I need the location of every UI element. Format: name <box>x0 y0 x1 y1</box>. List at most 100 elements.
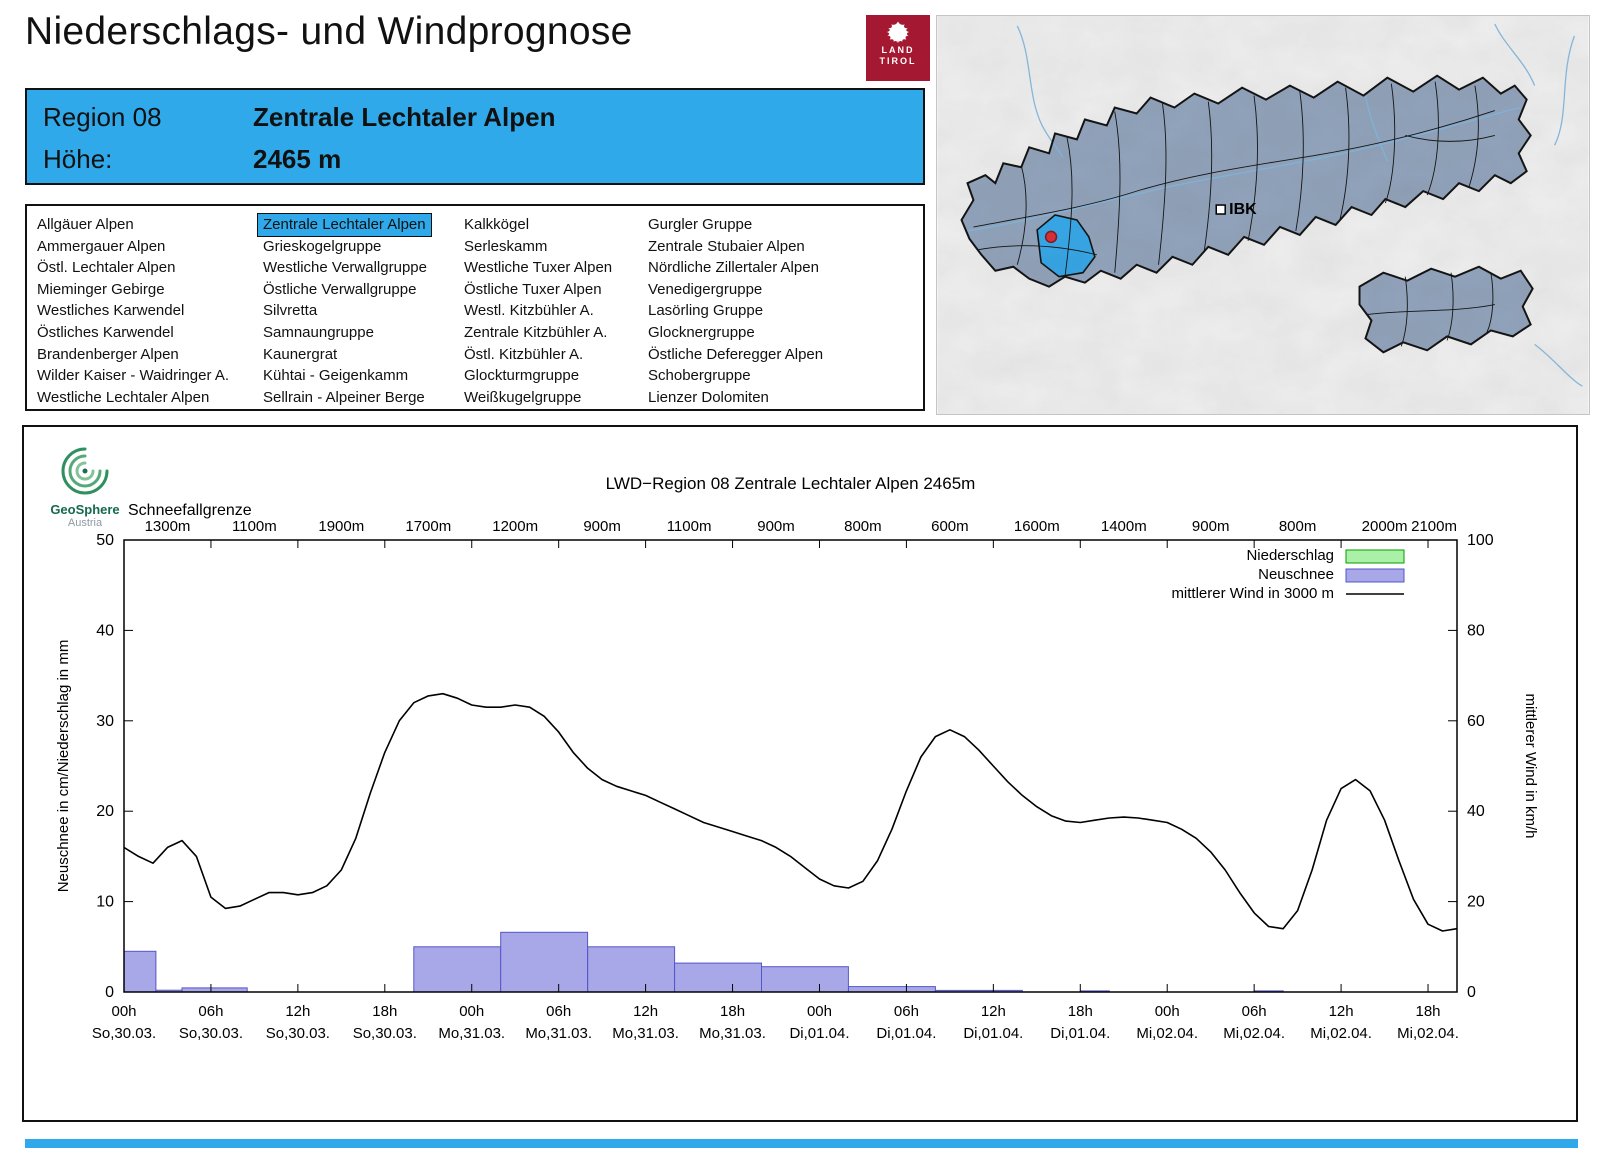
x-tick-day: Mo,31.03. <box>612 1025 679 1042</box>
chart-title: LWD−Region 08 Zentrale Lechtaler Alpen 2… <box>606 474 976 493</box>
x-tick-time: 06h <box>1242 1003 1267 1020</box>
region-number-label: Region 08 <box>43 101 162 132</box>
snowline-value: 900m <box>757 518 795 535</box>
tyrol-region-map[interactable]: IBK <box>936 15 1590 415</box>
x-tick-time: 00h <box>1155 1003 1180 1020</box>
x-tick-day: Di,01.04. <box>789 1025 849 1042</box>
region-list-item[interactable]: Lienzer Dolomiten <box>648 388 769 406</box>
y-left-tick: 30 <box>96 713 114 730</box>
selected-region-dot <box>1044 230 1058 244</box>
region-list-item[interactable]: Grieskogelgruppe <box>263 237 382 255</box>
x-tick-day: Di,01.04. <box>876 1025 936 1042</box>
x-tick-day: So,30.03. <box>92 1025 156 1042</box>
legend-swatch <box>1345 568 1405 583</box>
region-list-item[interactable]: Lasörling Gruppe <box>648 302 764 320</box>
forecast-chart-panel: GeoSphere Austria LWD−Region 08 Zentrale… <box>22 425 1578 1122</box>
region-list-item[interactable]: Schobergruppe <box>648 367 751 385</box>
region-list-item[interactable]: Westliches Karwendel <box>37 302 185 320</box>
region-list-item[interactable]: Östliches Karwendel <box>37 323 174 341</box>
region-name-value: Zentrale Lechtaler Alpen <box>253 101 556 132</box>
y-right-tick: 0 <box>1467 984 1476 1001</box>
region-list-item[interactable]: Allgäuer Alpen <box>37 216 134 233</box>
x-tick-time: 18h <box>1416 1003 1441 1020</box>
x-tick-day: So,30.03. <box>266 1025 330 1042</box>
snowline-value: 1400m <box>1101 518 1147 535</box>
region-list-item-selected[interactable]: Zentrale Lechtaler Alpen <box>257 213 432 237</box>
neuschnee-bar <box>413 946 502 993</box>
legend-label: Niederschlag <box>1246 547 1334 564</box>
region-banner: Region 08 Zentrale Lechtaler Alpen Höhe:… <box>25 88 925 185</box>
x-tick-day: Mi,02.04. <box>1136 1025 1198 1042</box>
region-list-item[interactable]: Brandenberger Alpen <box>37 345 179 363</box>
x-tick-day: Mo,31.03. <box>525 1025 592 1042</box>
region-borders <box>960 74 1534 354</box>
snowline-value: 1100m <box>667 518 712 535</box>
snowline-value: 1200m <box>492 518 538 535</box>
region-list-item[interactable]: Serleskamm <box>464 237 548 255</box>
y-left-tick: 10 <box>96 894 114 911</box>
neuschnee-bar <box>587 946 676 993</box>
region-list-item[interactable]: Westliche Verwallgruppe <box>263 259 427 277</box>
y-left-tick: 20 <box>96 803 114 820</box>
region-list-item[interactable]: Sellrain - Alpeiner Berge <box>263 388 425 406</box>
region-list-item[interactable]: Venedigergruppe <box>648 280 763 298</box>
x-tick-day: Mi,02.04. <box>1310 1025 1372 1042</box>
x-tick-time: 06h <box>198 1003 223 1020</box>
region-list-item[interactable]: Ammergauer Alpen <box>37 237 166 255</box>
snowline-value: 2000m <box>1362 518 1408 535</box>
x-tick-time: 18h <box>372 1003 397 1020</box>
x-tick-day: Mi,02.04. <box>1223 1025 1285 1042</box>
ibk-label: IBK <box>1229 201 1257 218</box>
y-right-tick: 60 <box>1467 713 1485 730</box>
x-tick-time: 12h <box>1329 1003 1354 1020</box>
snowline-value: 800m <box>844 518 882 535</box>
river-lines <box>967 23 1583 387</box>
geosphere-country: Austria <box>67 517 103 529</box>
x-tick-time: 18h <box>720 1003 745 1020</box>
altitude-label: Höhe: <box>43 143 113 174</box>
neuschnee-bar <box>761 966 849 993</box>
plot-frame <box>123 539 1458 993</box>
region-list-item[interactable]: Zentrale Kitzbühler A. <box>464 323 608 341</box>
region-list-item[interactable]: Östliche Verwallgruppe <box>263 280 417 298</box>
region-list: Allgäuer Alpen Ammergauer Alpen Östl. Lech… <box>25 204 925 411</box>
x-tick-day: Mi,02.04. <box>1397 1025 1459 1042</box>
x-tick-time: 12h <box>981 1003 1006 1020</box>
region-list-item[interactable]: Westliche Tuxer Alpen <box>464 259 613 277</box>
y-right-tick: 100 <box>1467 532 1494 549</box>
region-list-item[interactable]: Zentrale Stubaier Alpen <box>648 237 805 255</box>
x-tick-day: Mo,31.03. <box>699 1025 766 1042</box>
land-tirol-line1: LAND <box>881 45 915 55</box>
region-list-item[interactable]: Mieminger Gebirge <box>37 280 165 298</box>
page-title: Niederschlags- und Windprognose <box>25 10 633 53</box>
x-tick-time: 12h <box>285 1003 310 1020</box>
region-list-item[interactable]: Östliche Deferegger Alpen <box>648 345 824 363</box>
legend-label: mittlerer Wind in 3000 m <box>1171 585 1334 602</box>
altitude-value: 2465 m <box>253 143 342 174</box>
region-list-item[interactable]: Gurgler Gruppe <box>648 216 753 233</box>
region-list-item[interactable]: Östliche Tuxer Alpen <box>464 280 602 298</box>
region-list-item[interactable]: Weißkugelgruppe <box>464 388 582 406</box>
y-right-tick: 20 <box>1467 894 1485 911</box>
geosphere-name: GeoSphere <box>50 502 120 517</box>
footer-color-bar <box>25 1139 1578 1148</box>
region-list-item[interactable]: Samnaungruppe <box>263 323 374 341</box>
snowline-value: 1900m <box>318 518 364 535</box>
region-list-item[interactable]: Kühtai - Geigenkamm <box>263 367 409 385</box>
region-list-item[interactable]: Kalkkögel <box>464 216 530 233</box>
geosphere-swirl-icon <box>61 447 109 495</box>
region-list-item[interactable]: Wilder Kaiser - Waidringer A. <box>37 367 229 385</box>
snowline-label: Schneefallgrenze <box>128 502 252 519</box>
region-list-item[interactable]: Östl. Kitzbühler A. <box>464 345 584 363</box>
region-list-item[interactable]: Glockturmgruppe <box>464 367 580 385</box>
x-tick-time: 00h <box>807 1003 832 1020</box>
x-tick-day: Mo,31.03. <box>438 1025 505 1042</box>
region-list-item[interactable]: Westliche Lechtaler Alpen <box>37 388 210 406</box>
region-list-item[interactable]: Westl. Kitzbühler A. <box>464 302 594 320</box>
region-list-item[interactable]: Glocknergruppe <box>648 323 755 341</box>
region-list-item[interactable]: Östl. Lechtaler Alpen <box>37 259 176 277</box>
legend-swatch <box>1345 549 1405 564</box>
region-list-item[interactable]: Nördliche Zillertaler Alpen <box>648 259 819 277</box>
region-list-item[interactable]: Kaunergrat <box>263 345 338 363</box>
region-list-item[interactable]: Silvretta <box>263 302 318 320</box>
